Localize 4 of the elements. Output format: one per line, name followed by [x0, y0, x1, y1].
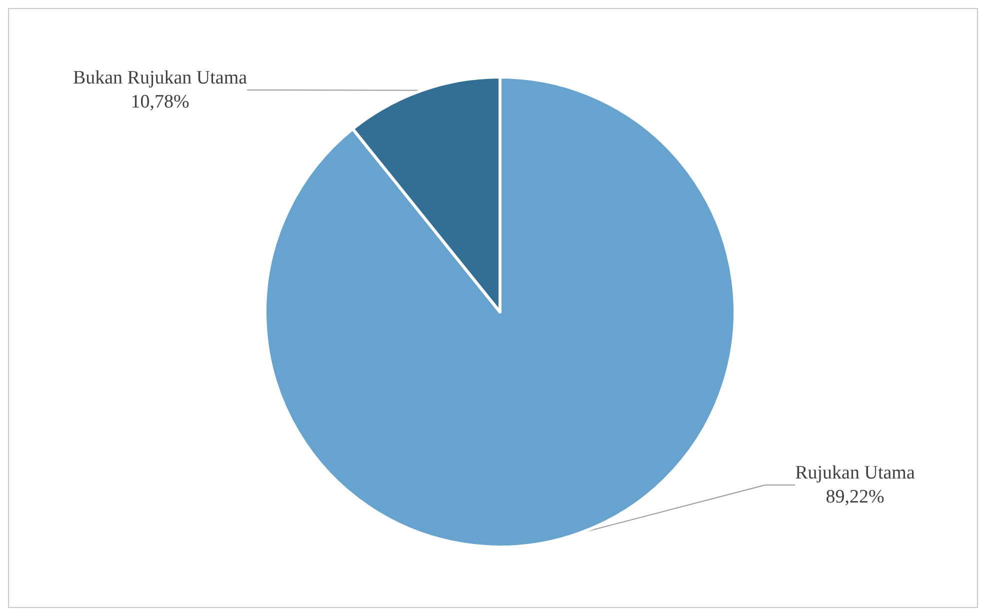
- data-label: 10,78%: [130, 92, 190, 112]
- data-label: 89,22%: [826, 486, 884, 508]
- slice-label: Rujukan Utama: [795, 462, 916, 484]
- slice-label: Bukan Rujukan Utama: [72, 68, 248, 88]
